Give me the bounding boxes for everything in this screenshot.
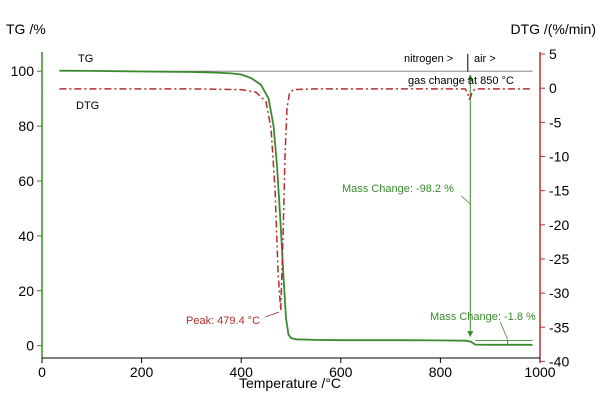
mass-change-2-label: Mass Change: -1.8 % — [430, 311, 536, 323]
air-label: air > — [474, 53, 496, 65]
y-right-tick-label-3: -10 — [549, 149, 569, 165]
x-tick-label-2: 400 — [230, 364, 254, 380]
y-left-axis-title: TG /% — [6, 21, 46, 37]
y-right-tick-label-1: 0 — [549, 80, 557, 96]
y-right-tick-label-5: -20 — [549, 217, 569, 233]
ticks-layer: 0 200 400 600 800 1000 0 20 40 60 80 100 5 0 -5 -10 -15 -… — [11, 46, 570, 380]
x-tick-label-5: 1000 — [524, 364, 555, 380]
x-axis-title: Temperature /°C — [239, 375, 341, 391]
dtg-series-label: DTG — [76, 100, 99, 112]
y-right-axis-title: DTG /(%/min) — [510, 21, 596, 37]
tg-series-label: TG — [78, 53, 93, 65]
y-right-tick-label-0: 5 — [549, 46, 557, 62]
annotation-lines-layer — [91, 54, 533, 345]
y-right-tick-label-2: -5 — [549, 114, 562, 130]
y-right-tick-label-6: -25 — [549, 251, 569, 267]
mass-change-1-label: Mass Change: -98.2 % — [342, 183, 454, 195]
mass-change-1-leader — [461, 195, 471, 205]
series-line-dtg — [59, 88, 533, 311]
nitrogen-label: nitrogen > — [404, 53, 453, 65]
y-left-tick-label-2: 40 — [18, 228, 34, 244]
y-left-tick-label-1: 20 — [18, 283, 34, 299]
x-tick-label-4: 800 — [429, 364, 453, 380]
peak-leader — [264, 311, 279, 318]
series-layer — [59, 69, 533, 346]
y-left-tick-label-4: 80 — [18, 118, 34, 134]
y-right-tick-label-8: -35 — [549, 319, 569, 335]
peak-label: Peak: 479.4 °C — [186, 315, 260, 327]
mass-change-1-arrowhead-bottom — [467, 331, 474, 338]
mass-change-1-arrowhead-top — [467, 74, 474, 81]
y-left-tick-label-3: 60 — [18, 173, 34, 189]
x-tick-label-3: 600 — [329, 364, 353, 380]
y-left-tick-label-5: 100 — [11, 63, 35, 79]
x-tick-label-1: 200 — [130, 364, 154, 380]
y-right-tick-label-4: -15 — [549, 183, 569, 199]
mass-change-2-leader — [499, 321, 508, 340]
series-line-tg — [59, 69, 533, 346]
x-tick-label-0: 0 — [38, 364, 46, 380]
y-right-tick-label-9: -40 — [549, 353, 569, 369]
y-left-tick-label-0: 0 — [26, 338, 34, 354]
gas-change-label: gas change at 850 °C — [408, 75, 514, 87]
y-right-tick-label-7: -30 — [549, 285, 569, 301]
